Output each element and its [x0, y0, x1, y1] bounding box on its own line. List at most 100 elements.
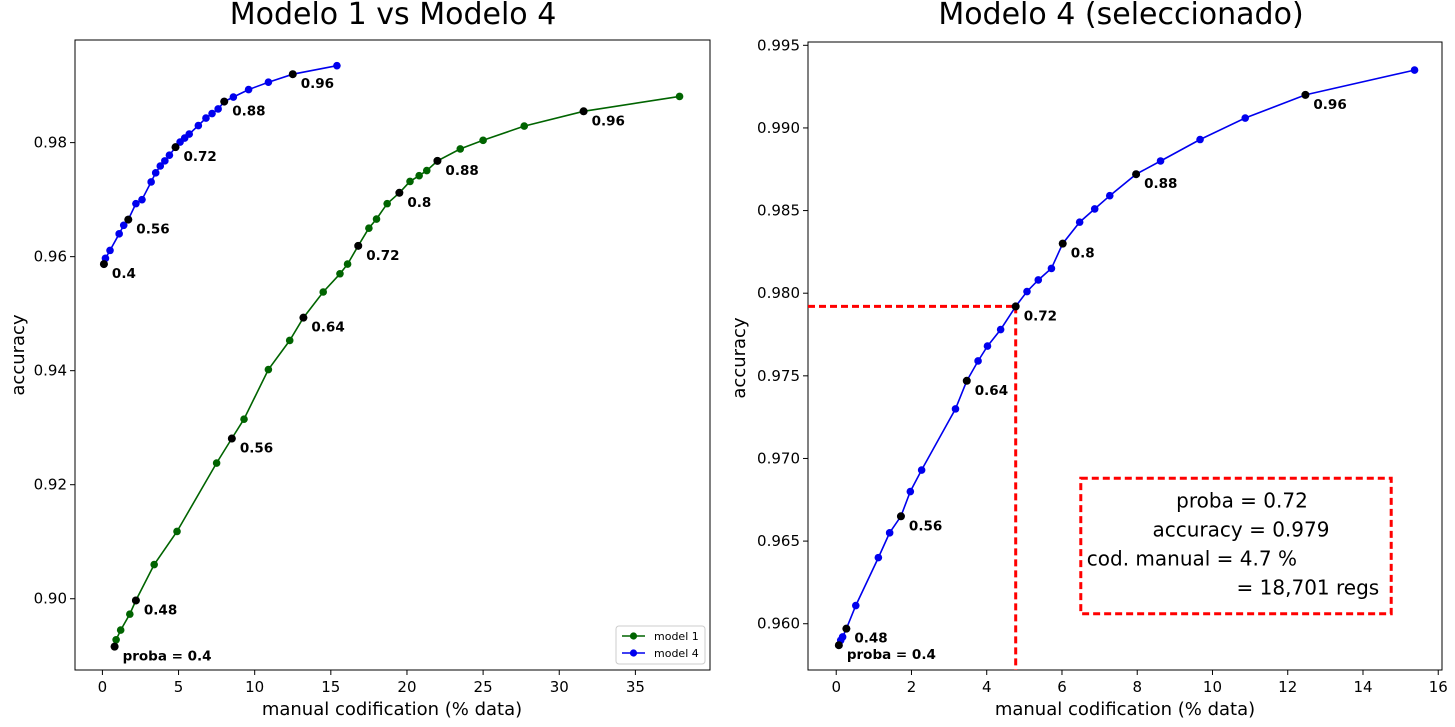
chart-right-points: [834, 66, 1419, 650]
data-point: [479, 136, 487, 145]
data-point: [285, 336, 294, 345]
data-label: 0.64: [975, 383, 1008, 399]
data-point: [838, 633, 847, 641]
data-label: 0.56: [240, 441, 273, 457]
y-tick-label: 0.94: [34, 362, 67, 380]
data-point: [983, 342, 992, 350]
data-point: [996, 325, 1005, 334]
data-point: [422, 166, 431, 175]
data-label: 0.72: [1024, 308, 1057, 324]
highlight-point: [99, 260, 108, 269]
y-tick-label: 0.995: [757, 36, 800, 54]
data-label: 0.4: [112, 266, 136, 282]
data-point: [851, 601, 860, 610]
x-tick-label: 30: [550, 678, 569, 696]
data-point: [406, 177, 414, 186]
highlight-point: [1058, 239, 1067, 248]
data-label: 0.8: [1071, 246, 1095, 262]
data-point: [119, 221, 128, 230]
x-tick-label: 15: [321, 678, 340, 696]
legend-entry-model-1: model 1: [654, 630, 699, 643]
highlight-point: [395, 188, 404, 197]
data-point: [343, 260, 352, 268]
x-tick-label: 5: [174, 678, 184, 696]
chart-left-legend: model 1 model 4: [615, 625, 706, 665]
data-point: [161, 157, 169, 165]
annotation-box-line: cod. manual = 4.7 %: [1087, 546, 1297, 570]
x-tick-label: 2: [907, 678, 917, 696]
highlight-point: [124, 215, 133, 224]
highlight-point: [1132, 170, 1141, 179]
highlight-point: [110, 642, 119, 651]
y-tick-label: 0.965: [757, 532, 800, 550]
data-point: [115, 230, 123, 238]
y-tick-label: 0.970: [757, 449, 800, 467]
data-point: [264, 78, 273, 86]
x-tick-label: 10: [1203, 678, 1222, 696]
data-label: 0.88: [445, 163, 478, 179]
chart-left-ticks: 0 5 10 15 20 25 30 35 0.90 0.92 0.94 0.96 0.98: [34, 134, 645, 696]
data-point: [1023, 287, 1031, 296]
legend-marker-model-1: [629, 632, 638, 640]
y-tick-label: 0.92: [34, 476, 67, 494]
data-point: [1410, 66, 1419, 74]
chart-left-points: [99, 61, 684, 651]
y-tick-label: 0.96: [34, 248, 67, 266]
chart-right-title: Modelo 4 (seleccionado): [938, 0, 1303, 32]
data-point: [874, 553, 883, 562]
data-point: [1047, 264, 1056, 273]
data-label: 0.72: [366, 248, 399, 264]
data-point: [1241, 114, 1250, 122]
data-point: [185, 130, 194, 138]
chart-right-y-axis-label: accuracy: [729, 317, 750, 399]
highlight-point: [1011, 302, 1020, 311]
data-point: [126, 610, 134, 618]
data-label: 0.56: [909, 518, 942, 534]
data-point: [383, 199, 391, 208]
data-point: [885, 529, 894, 537]
data-point: [1196, 135, 1204, 144]
data-point: [365, 224, 373, 232]
highlight-point: [1301, 90, 1310, 99]
highlight-point: [227, 434, 236, 443]
data-label: 0.56: [136, 222, 169, 238]
highlight-point: [171, 143, 180, 152]
y-tick-label: 0.960: [757, 615, 800, 633]
data-point: [264, 365, 273, 374]
x-tick-label: 0: [831, 678, 841, 696]
chart-right-data-labels: proba = 0.40.48 0.56 0.64 0.72 0.8 0.88 0.96: [847, 97, 1347, 663]
highlight-point: [220, 97, 229, 106]
highlight-point: [288, 70, 297, 79]
data-point: [1034, 276, 1043, 284]
data-point: [132, 199, 140, 208]
data-label: 0.96: [592, 113, 625, 129]
data-label: 0.48: [854, 631, 887, 647]
data-point: [1105, 191, 1114, 200]
highlight-point: [433, 156, 442, 165]
x-tick-label: 12: [1278, 678, 1297, 696]
chart-right-ticks: 0 2 4 6 8 10 12 14 16 0.960 0.965 0.970 0.975 0.980 0.…: [757, 36, 1448, 696]
x-tick-label: 35: [626, 678, 645, 696]
data-point: [240, 415, 248, 423]
highlight-point: [896, 512, 905, 521]
legend-marker-model-4: [629, 649, 638, 657]
highlight-point: [842, 624, 851, 633]
x-tick-label: 20: [397, 678, 416, 696]
chart-left-title: Modelo 1 vs Modelo 4: [230, 0, 557, 32]
data-point: [112, 635, 120, 644]
chart-left: Modelo 1 vs Modelo 4 manual codification…: [8, 0, 711, 720]
chart-right-plot-area: [807, 41, 1443, 671]
data-label: 0.8: [407, 195, 431, 211]
data-point: [1075, 218, 1084, 226]
data-label: 0.88: [232, 104, 265, 120]
highlight-point: [579, 107, 588, 116]
x-tick-label: 0: [98, 678, 108, 696]
data-point: [456, 145, 465, 153]
data-point: [212, 459, 221, 467]
data-label: 0.72: [184, 149, 217, 165]
data-point: [106, 246, 114, 255]
highlight-point: [962, 376, 971, 385]
highlight-point: [131, 596, 140, 605]
data-point: [951, 405, 960, 413]
